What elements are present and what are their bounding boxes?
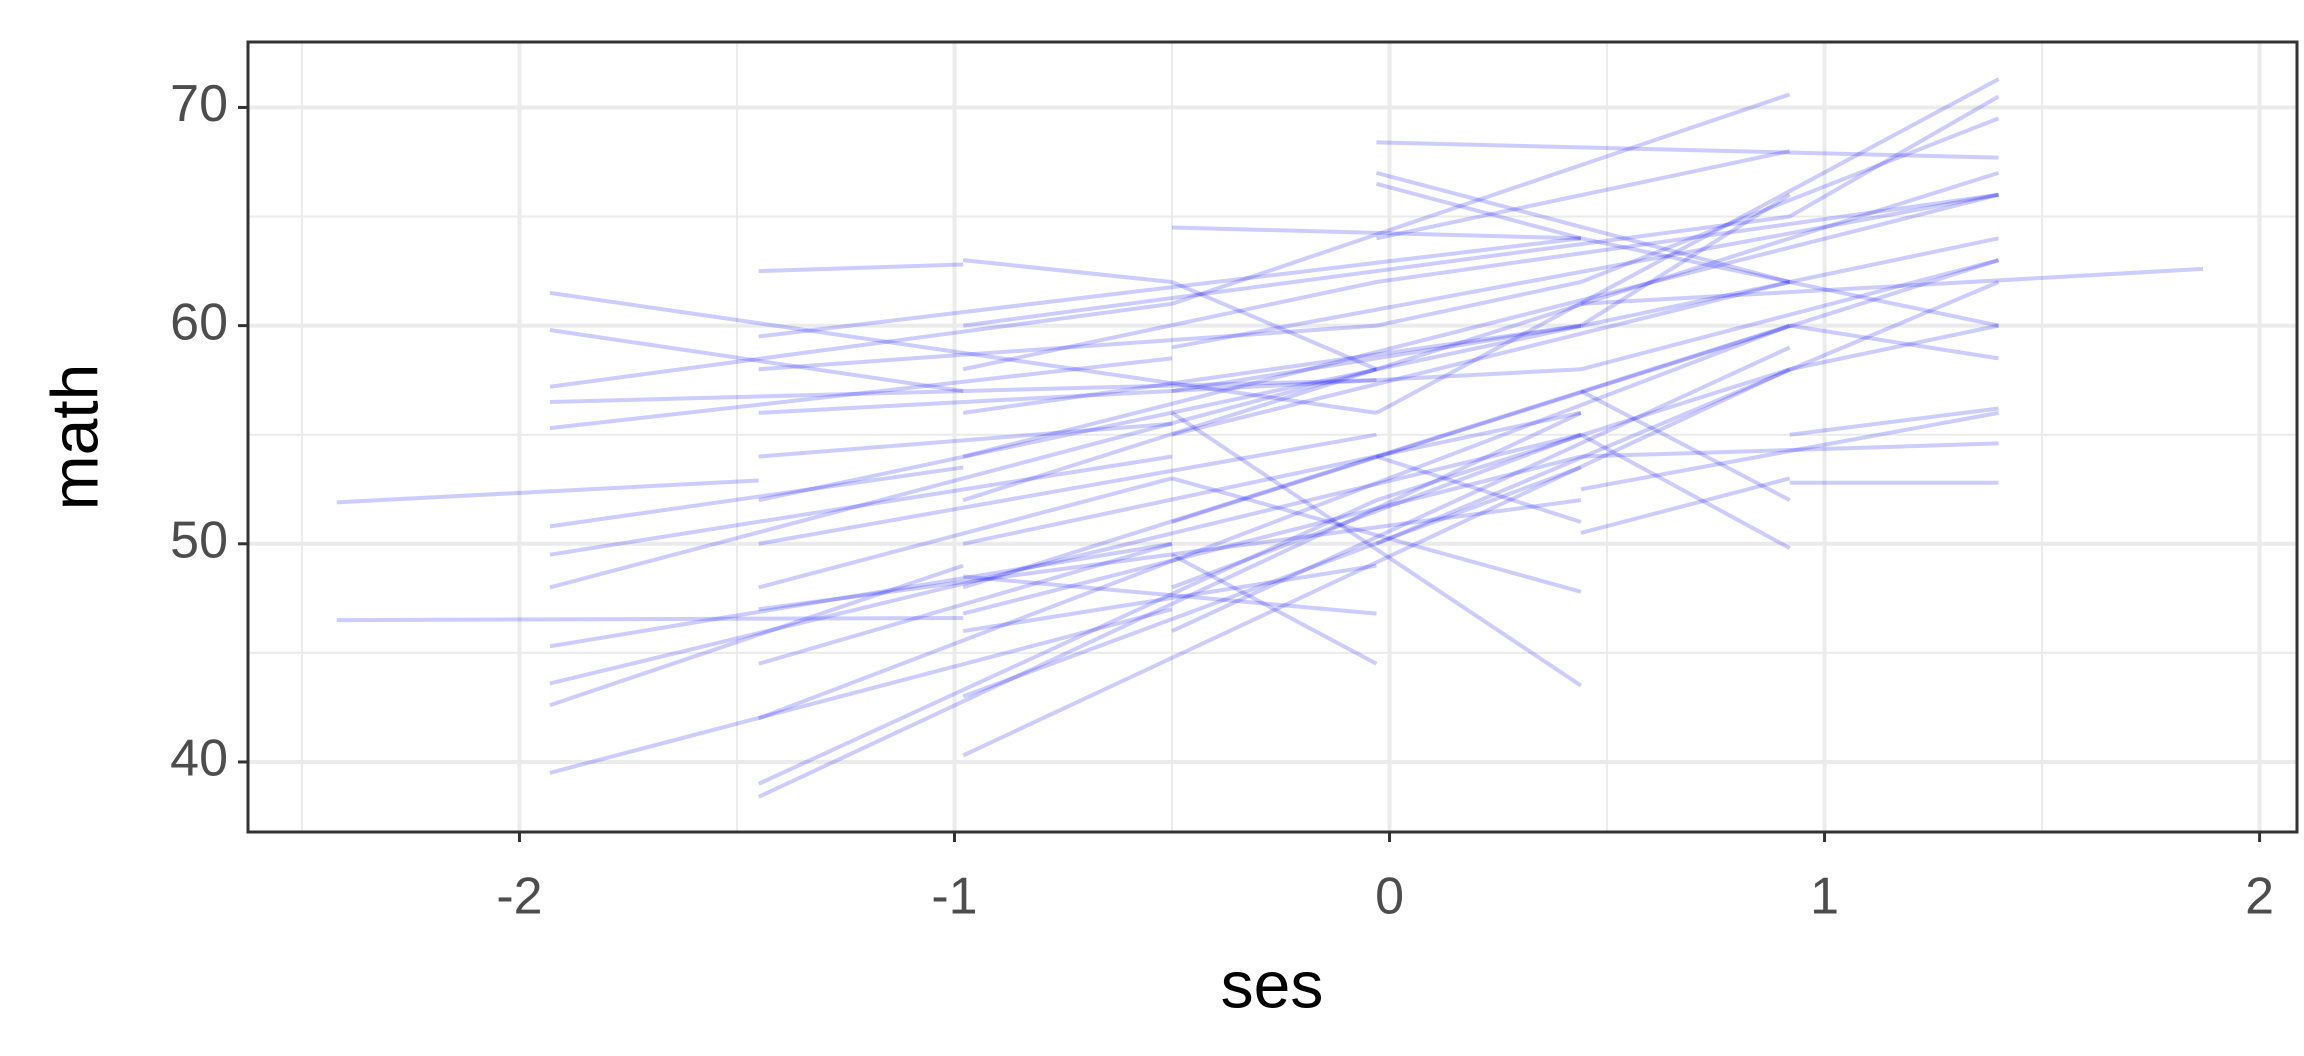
- line-segment: [1376, 149, 1791, 241]
- line-segment: [1376, 140, 1999, 160]
- line-segment: [758, 262, 964, 274]
- line-segment: [758, 498, 1582, 612]
- line-segment: [962, 323, 1582, 415]
- line-segment: [336, 615, 964, 623]
- x-tick-label: 1: [1810, 868, 1839, 926]
- line-segment: [1171, 432, 1582, 590]
- line-segment: [549, 328, 964, 394]
- line-segment: [1171, 345, 1791, 633]
- line-segment: [1171, 476, 1582, 594]
- line-segment: [549, 454, 1173, 557]
- line-segment: [549, 290, 1377, 415]
- line-segment: [758, 323, 1791, 721]
- line-segment: [962, 192, 2000, 459]
- line-segment: [1375, 367, 1791, 503]
- line-segment: [962, 258, 1173, 284]
- line-segment: [962, 323, 1791, 590]
- line-segment: [1170, 411, 1583, 688]
- x-tick-label: 2: [2245, 868, 2274, 926]
- line-segment: [336, 478, 759, 505]
- line-segment: [549, 367, 1377, 590]
- line-segment: [1580, 236, 1999, 328]
- line-segment: [1580, 410, 1999, 492]
- line-segment: [549, 465, 964, 529]
- line-segment: [963, 574, 1377, 616]
- line-segment: [1789, 323, 1999, 361]
- line-segment: [1171, 323, 1582, 394]
- y-tick-label: 40: [170, 730, 228, 788]
- line-segment: [1580, 389, 1791, 502]
- line-segment: [1789, 170, 2000, 241]
- line-segment: [757, 411, 1582, 799]
- line-segment: [1580, 258, 2000, 372]
- line-segment: [1375, 181, 1582, 241]
- line-segment: [549, 378, 1377, 404]
- line-segment: [962, 410, 1582, 546]
- line-segment: [1580, 266, 2204, 306]
- y-tick-label: 70: [170, 75, 228, 133]
- y-tick-label: 50: [170, 512, 228, 570]
- line-segment: [1171, 92, 1791, 306]
- line-segment: [1579, 432, 1791, 550]
- line-segment: [1171, 552, 1378, 666]
- line-segment: [757, 498, 1378, 786]
- line-segment: [758, 432, 1377, 546]
- line-segment: [549, 607, 1173, 775]
- y-axis-title: math: [37, 364, 111, 511]
- line-segment: [758, 280, 1791, 503]
- line-segment: [1171, 258, 2000, 524]
- line-segment: [758, 367, 1582, 415]
- line-segment: [549, 356, 1173, 431]
- line-segment: [758, 323, 1377, 372]
- line-segment: [758, 236, 1582, 339]
- x-axis-title: ses: [1221, 947, 1324, 1021]
- line-segment: [1579, 193, 1791, 328]
- line-segment: [1789, 406, 1999, 437]
- line-segment: [1171, 225, 1581, 241]
- line-segment: [1375, 280, 2000, 546]
- line-segment: [1171, 280, 1378, 372]
- line-segment: [962, 563, 1377, 634]
- line-segment: [549, 432, 1582, 686]
- line-segment: [962, 280, 1377, 372]
- line-segment: [962, 367, 1791, 758]
- line-segment: [1788, 94, 2000, 219]
- y-tick-label: 60: [170, 293, 228, 351]
- line-segment: [1580, 476, 1791, 535]
- plot-background: [248, 42, 2297, 832]
- line-segment: [1376, 192, 1999, 284]
- line-segment: [1171, 192, 1999, 350]
- line-segment: [962, 454, 1582, 616]
- line-segment: [758, 476, 1173, 590]
- line-segment: [758, 541, 1173, 666]
- line-segment: [1171, 280, 1791, 437]
- line-segment: [1375, 454, 1582, 524]
- x-tick-label: -2: [496, 868, 542, 926]
- line-segment: [1580, 116, 2000, 284]
- line-segment: [962, 214, 1791, 328]
- plot-border: [246, 40, 2299, 834]
- line-segment: [758, 421, 1173, 459]
- line-segment: [962, 465, 1582, 699]
- x-tick-label: 0: [1375, 868, 1404, 926]
- line-segment: [1580, 441, 1999, 459]
- line-segment: [1376, 280, 1582, 328]
- line-segment: [549, 541, 1173, 649]
- line-segment: [1375, 77, 2000, 415]
- line-segment: [549, 563, 964, 708]
- line-segment: [1789, 323, 1999, 372]
- line-segment: [962, 367, 1378, 503]
- line-segment: [549, 301, 1173, 389]
- line-segment: [1375, 170, 1791, 284]
- line-segment: [1789, 236, 1999, 284]
- line-segment: [1375, 236, 1791, 372]
- x-tick-label: -1: [931, 868, 977, 926]
